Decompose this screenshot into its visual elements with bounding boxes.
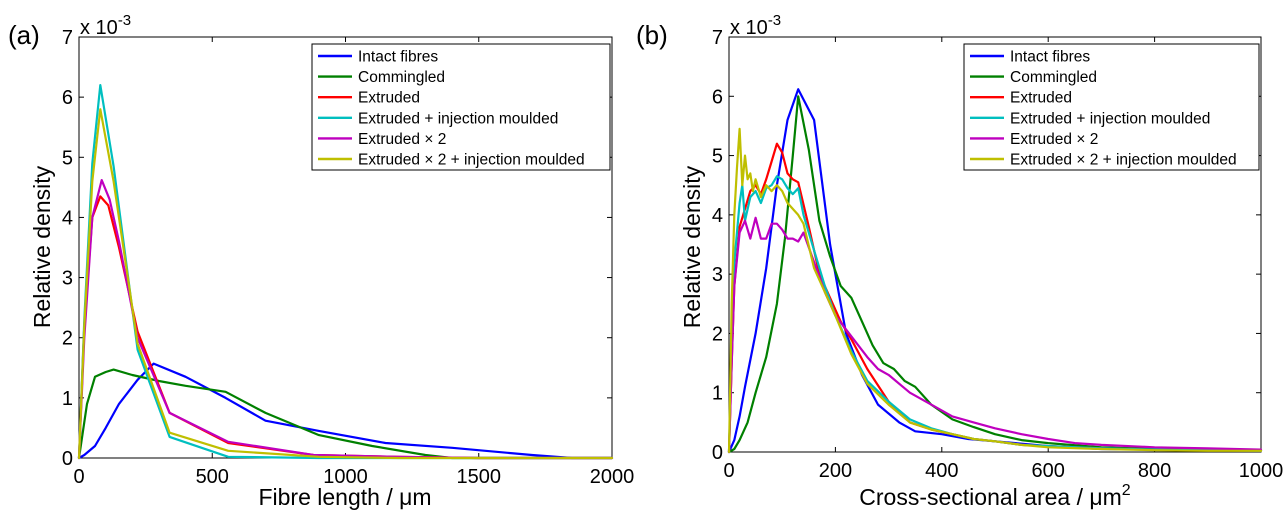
- x-axis-label: Cross-sectional area / μm2: [859, 482, 1131, 510]
- exponent-base: x 10: [730, 17, 768, 39]
- series-line-4: [727, 175, 1263, 454]
- y-tick-label: 5: [62, 147, 73, 169]
- exponent-base: x 10: [80, 17, 118, 39]
- y-tick-label: 3: [712, 264, 723, 286]
- chart-panel-a: 0 1 2 3 4 5 6 7 0 500 1000 1500 2000 (a) x 10-3 Relativ…: [8, 12, 634, 510]
- legend-box: [311, 43, 611, 171]
- legend-label-5: Extruded × 2: [1010, 131, 1098, 148]
- legend-label-3: Extruded: [358, 90, 420, 107]
- legend: Intact fibres Commingled Extruded Extruded …: [963, 43, 1260, 171]
- legend: Intact fibres Commingled Extruded Extruded …: [311, 43, 611, 171]
- x-axis-label-text: Fibre length / μm: [258, 484, 431, 510]
- y-tick-label: 0: [62, 448, 73, 470]
- y-tick-label: 5: [712, 146, 723, 168]
- x-tick-label: 2000: [590, 466, 635, 488]
- y-tick-label: 2: [62, 328, 73, 350]
- panel-label: (a): [8, 20, 40, 50]
- y-tick-label: 1: [712, 383, 723, 405]
- exponent-label: x 10-3: [80, 12, 131, 39]
- y-tick-label: 1: [62, 388, 73, 410]
- exponent-power: -3: [118, 12, 131, 29]
- x-axis-label-text: Cross-sectional area / μm: [859, 484, 1122, 510]
- series-line-3: [727, 142, 1263, 454]
- x-tick-label: 1500: [457, 466, 502, 488]
- series-line-5: [77, 179, 614, 460]
- exponent-power: -3: [768, 12, 781, 29]
- panel-label: (b): [636, 20, 668, 50]
- x-axis-label: Fibre length / μm: [258, 484, 431, 510]
- series-line-6: [727, 127, 1263, 454]
- series-line-2: [727, 95, 1263, 454]
- legend-label-2: Commingled: [358, 69, 445, 86]
- series-line-3: [77, 195, 614, 460]
- series-line-2: [77, 368, 614, 460]
- y-axis-label: Relative density: [29, 165, 55, 328]
- legend-label-4: Extruded + injection moulded: [1010, 110, 1210, 127]
- legend-label-6: Extruded × 2 + injection moulded: [358, 152, 585, 169]
- y-tick-label: 6: [712, 86, 723, 108]
- series-line-1: [77, 362, 614, 460]
- legend-label-1: Intact fibres: [358, 49, 438, 66]
- legend-label-4: Extruded + injection moulded: [358, 110, 558, 127]
- y-tick-label: 3: [62, 268, 73, 290]
- exponent-label: x 10-3: [730, 12, 781, 39]
- legend-label-5: Extruded × 2: [358, 131, 446, 148]
- legend-label-1: Intact fibres: [1010, 49, 1090, 66]
- y-tick-label: 4: [62, 207, 73, 229]
- y-tick-label: 2: [712, 323, 723, 345]
- legend-label-6: Extruded × 2 + injection moulded: [1010, 152, 1237, 169]
- legend-label-3: Extruded: [1010, 90, 1072, 107]
- x-tick-label: 200: [819, 460, 852, 482]
- plot-frame: [728, 36, 1262, 453]
- x-tick-label: 400: [925, 460, 958, 482]
- y-tick-label: 4: [712, 205, 723, 227]
- legend-label-2: Commingled: [1010, 69, 1097, 86]
- series-line-6: [77, 108, 614, 460]
- x-tick-label: 0: [73, 466, 84, 488]
- series-line-5: [727, 216, 1263, 454]
- chart-panel-b: 0 1 2 3 4 5 6 7 0 200 400 600 800 1000 (b) x 10-3 Relati…: [636, 12, 1283, 510]
- x-tick-label: 1000: [1239, 460, 1284, 482]
- y-tick-label: 7: [712, 27, 723, 49]
- x-tick-label: 1000: [323, 466, 368, 488]
- x-tick-label: 0: [723, 460, 734, 482]
- y-tick-label: 6: [62, 87, 73, 109]
- x-tick-label: 500: [196, 466, 229, 488]
- y-tick-label: 0: [712, 442, 723, 464]
- x-axis-label-power: 2: [1122, 482, 1131, 499]
- y-axis-label: Relative density: [679, 165, 705, 328]
- x-tick-label: 600: [1032, 460, 1065, 482]
- y-tick-label: 7: [62, 27, 73, 49]
- legend-box: [963, 43, 1260, 171]
- x-tick-label: 800: [1138, 460, 1171, 482]
